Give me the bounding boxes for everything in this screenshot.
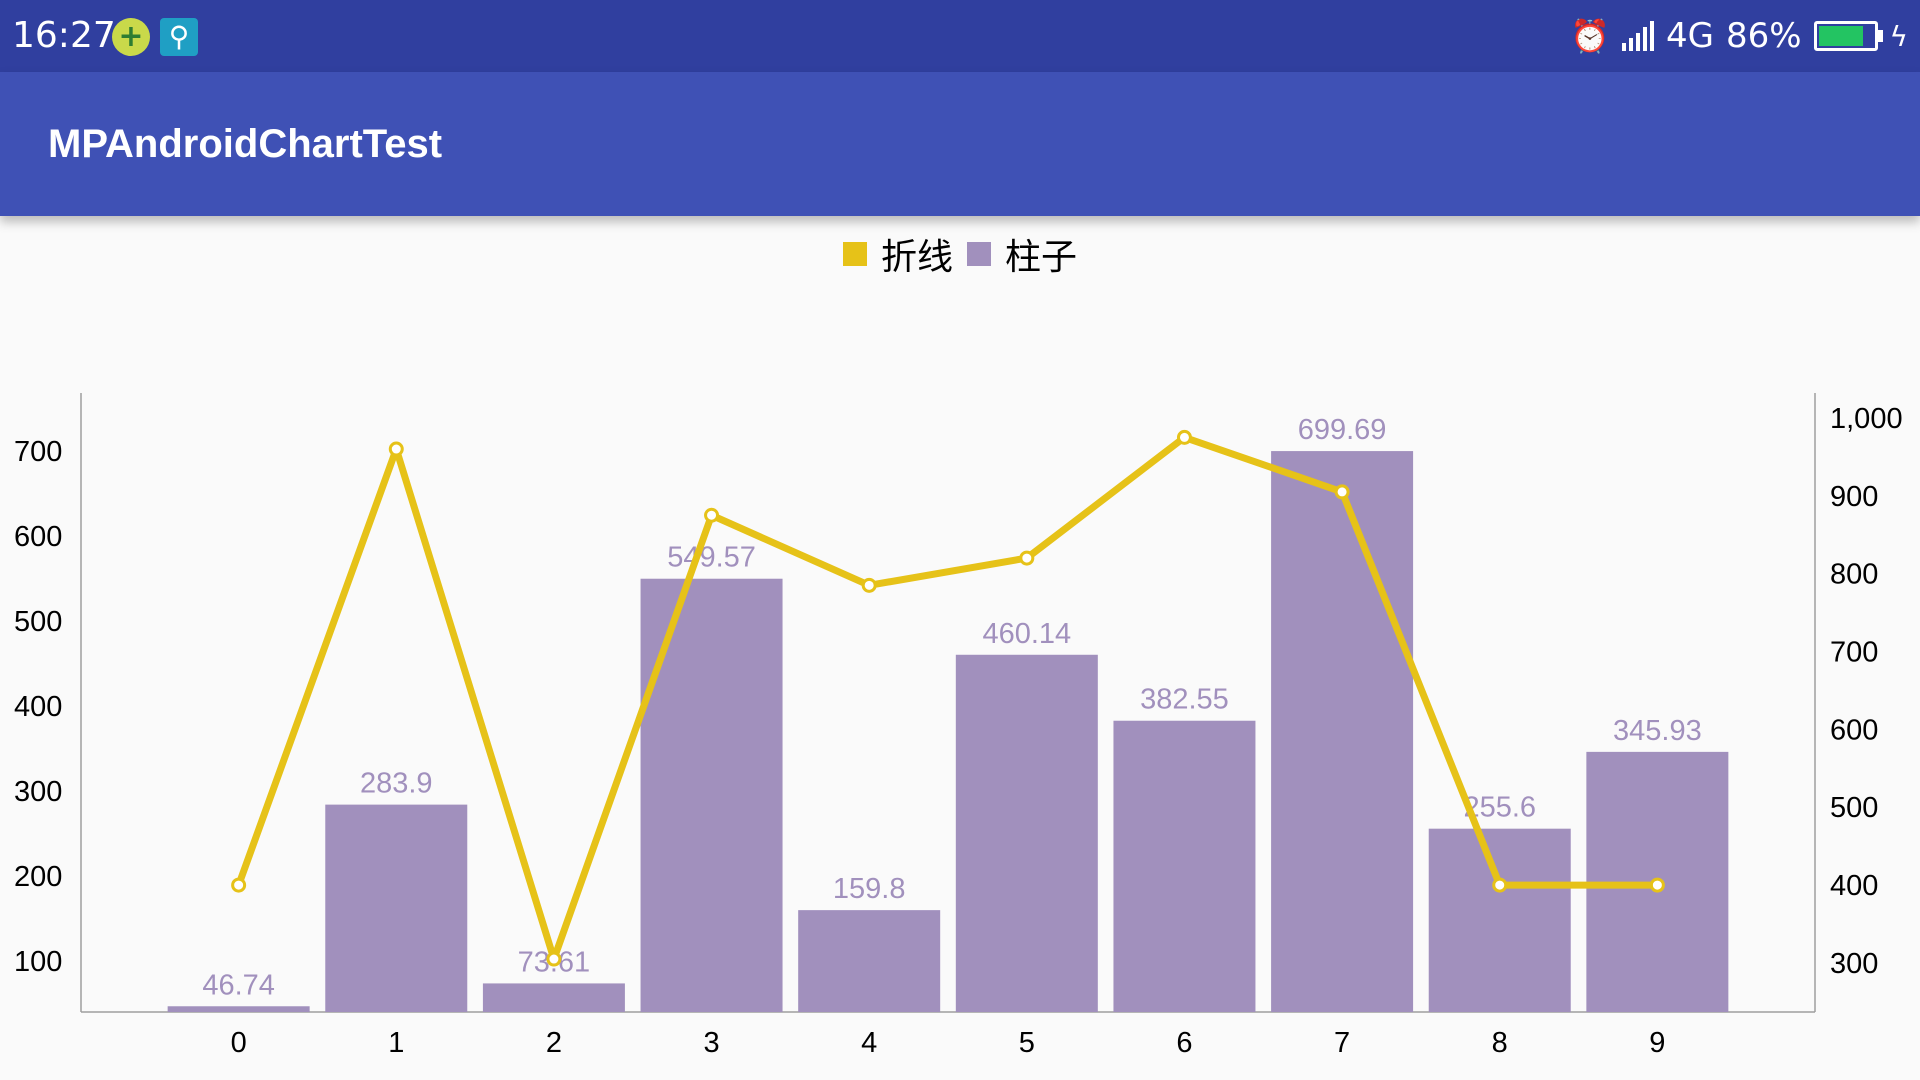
bar-value-label: 345.93 <box>1613 715 1702 747</box>
line-point <box>1019 550 1035 566</box>
status-bar: 16:27 + ⚲ ⏰ 4G 86% ϟ <box>0 0 1920 72</box>
left-axis-tick-label: 600 <box>14 521 62 553</box>
bar-mark <box>955 654 1098 1012</box>
bar-value-label: 46.74 <box>202 969 275 1001</box>
bar-mark <box>482 983 625 1012</box>
x-axis-tick-label: 8 <box>1492 1027 1508 1059</box>
bar-value-label: 382.55 <box>1140 684 1229 716</box>
status-right-group: ⏰ 4G 86% ϟ <box>1570 14 1908 58</box>
bar-mark <box>1113 720 1256 1012</box>
line-series-path <box>235 433 1658 963</box>
left-axis-tick-label: 400 <box>14 691 62 723</box>
left-axis-tick-label: 500 <box>14 606 62 638</box>
bar-value-label: 460.14 <box>982 618 1071 650</box>
bar-value-label: 549.57 <box>667 542 756 574</box>
x-axis-tick-label: 4 <box>861 1027 877 1059</box>
charging-bolt-icon: ϟ <box>1889 19 1908 53</box>
plus-circle-icon: + <box>112 18 150 56</box>
line-point <box>546 951 562 967</box>
left-axis-tick-label: 700 <box>14 436 62 468</box>
line-point <box>1649 877 1665 893</box>
bar-value-label: 699.69 <box>1298 414 1387 446</box>
right-axis-tick-label: 300 <box>1830 948 1878 980</box>
app-title: MPAndroidChartTest <box>48 122 443 166</box>
right-axis-tick-label: 400 <box>1830 870 1878 902</box>
line-point <box>1176 429 1192 445</box>
left-axis-tick-label: 100 <box>14 946 62 978</box>
x-axis-tick-label: 0 <box>231 1027 247 1059</box>
battery-icon <box>1813 21 1883 51</box>
app-bar: MPAndroidChartTest <box>0 72 1920 216</box>
left-axis-tick-label: 200 <box>14 861 62 893</box>
bar-mark <box>640 578 783 1012</box>
x-axis-tick-label: 7 <box>1334 1027 1350 1059</box>
bar-mark <box>1271 451 1414 1012</box>
legend-item-line: 折线 <box>842 228 953 280</box>
bar-value-label: 159.8 <box>833 873 906 905</box>
line-point <box>388 441 404 457</box>
x-axis-tick-label: 1 <box>388 1027 404 1059</box>
network-type: 4G <box>1665 16 1714 56</box>
line-point <box>861 577 877 593</box>
right-axis-tick-label: 800 <box>1830 559 1878 591</box>
x-axis-tick-label: 5 <box>1019 1027 1035 1059</box>
line-point <box>1334 484 1350 500</box>
right-axis-tick-label: 900 <box>1830 481 1878 513</box>
right-axis-tick-label: 600 <box>1830 714 1878 746</box>
battery-percent: 86% <box>1725 16 1802 56</box>
chart-legend: 折线 柱子 <box>0 232 1920 278</box>
line-point <box>704 507 720 523</box>
legend-swatch-bar <box>967 242 991 266</box>
bar-mark <box>1428 828 1571 1012</box>
signal-icon <box>1621 21 1654 51</box>
bar-mark <box>167 1006 310 1012</box>
battery-fill <box>1818 26 1864 46</box>
right-axis-tick-label: 500 <box>1830 792 1878 824</box>
x-axis-tick-label: 6 <box>1176 1027 1192 1059</box>
left-axis-tick-label: 300 <box>14 776 62 808</box>
right-axis-tick-label: 700 <box>1830 637 1878 669</box>
status-time: 16:27 <box>12 15 116 56</box>
battery-tip <box>1877 30 1883 42</box>
line-point <box>231 877 247 893</box>
legend-label-bar: 柱子 <box>1005 237 1078 278</box>
right-axis-tick-label: 1,000 <box>1830 403 1903 435</box>
usb-icon: ⚲ <box>160 18 198 56</box>
legend-swatch-line <box>842 242 867 266</box>
bar-mark <box>798 910 941 1012</box>
legend-item-bar: 柱子 <box>967 228 1077 280</box>
x-axis-tick-label: 3 <box>703 1027 719 1059</box>
x-axis-tick-label: 2 <box>546 1027 562 1059</box>
bar-mark <box>325 804 468 1012</box>
legend-label-line: 折线 <box>880 237 953 278</box>
alarm-icon: ⏰ <box>1570 17 1610 55</box>
bar-value-label: 283.9 <box>360 768 433 800</box>
line-point <box>1492 877 1508 893</box>
x-axis-tick-label: 9 <box>1649 1027 1665 1059</box>
